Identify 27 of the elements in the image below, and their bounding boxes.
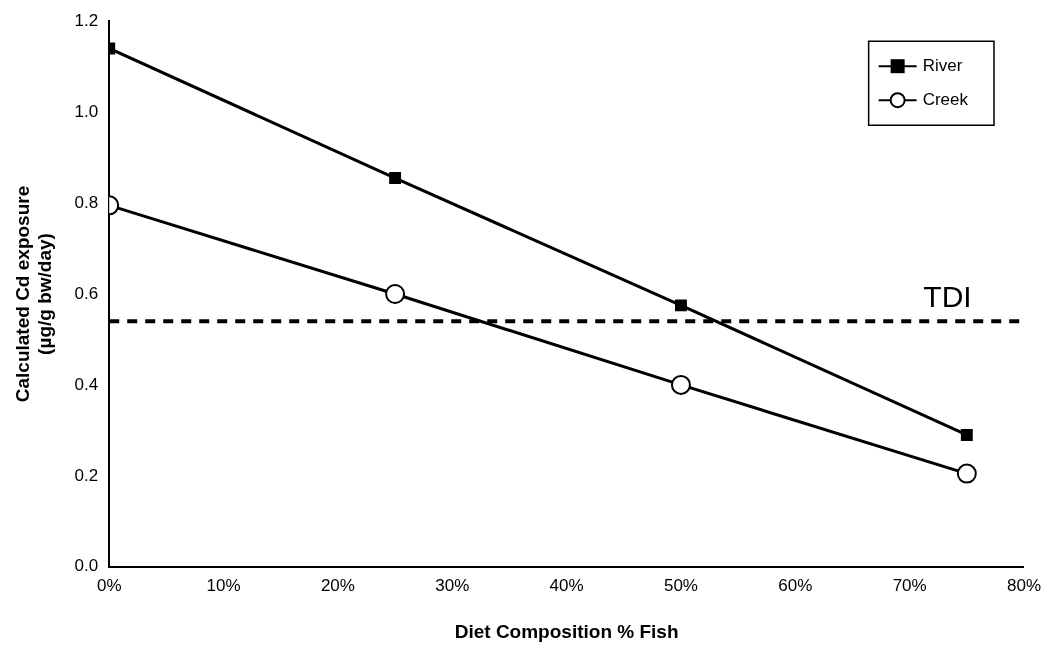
y-tick-label: 0.6 bbox=[74, 283, 99, 303]
x-tick-label: 10% bbox=[206, 575, 241, 595]
x-tick-label: 50% bbox=[663, 575, 698, 595]
point bbox=[960, 429, 973, 441]
x-tick-label: 60% bbox=[778, 575, 813, 595]
y-tick-label: 0.2 bbox=[74, 465, 99, 485]
y-tick-label: 0.8 bbox=[74, 192, 99, 212]
x-tick-label: 20% bbox=[320, 575, 355, 595]
x-tick-label: 70% bbox=[892, 575, 927, 595]
y-tick-label: 0.4 bbox=[74, 374, 99, 394]
legend-label: River bbox=[922, 55, 963, 75]
point bbox=[385, 284, 406, 304]
point bbox=[389, 172, 402, 185]
x-axis-title: Diet Composition % Fish bbox=[454, 620, 679, 642]
point bbox=[675, 299, 687, 312]
x-tick-label: 80% bbox=[1006, 575, 1041, 595]
y-tick-label: 1.0 bbox=[74, 101, 99, 121]
x-tick-label: 40% bbox=[549, 575, 584, 595]
x-tick-label: 30% bbox=[435, 575, 470, 595]
legend-label: Creek bbox=[922, 89, 969, 109]
y-axis-title: Calculated Cd exposure (µg/g bw/day) bbox=[11, 185, 56, 403]
point bbox=[670, 374, 691, 395]
x-tick-label: 0% bbox=[96, 575, 122, 595]
ref-line-label: TDI bbox=[923, 279, 972, 313]
y-tick-label: 1.2 bbox=[74, 10, 99, 30]
point bbox=[956, 463, 977, 484]
y-tick-label: 0.0 bbox=[74, 556, 99, 576]
